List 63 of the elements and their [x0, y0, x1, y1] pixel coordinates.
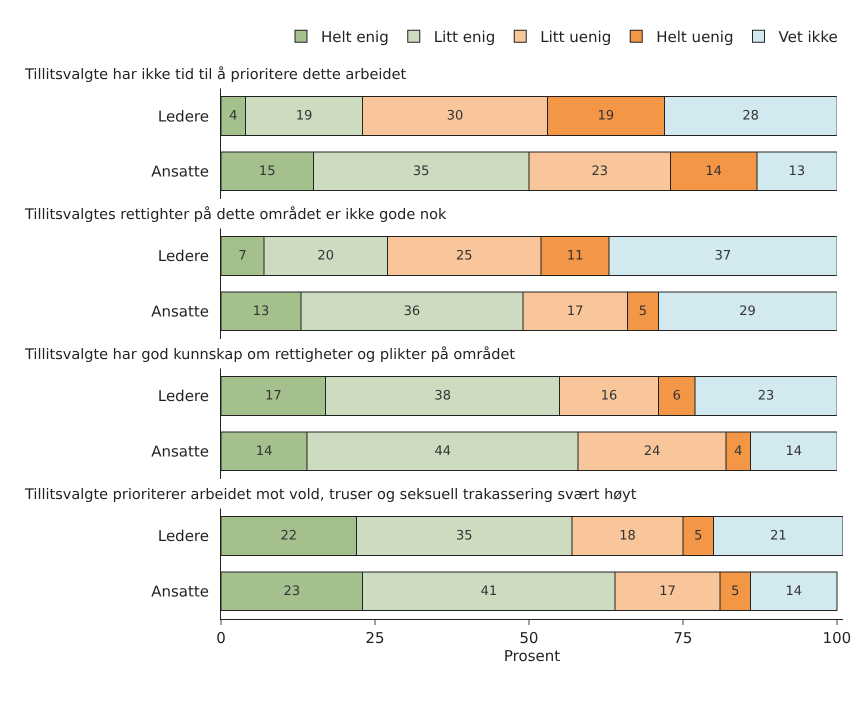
data-label: 18: [619, 528, 636, 544]
data-label: 14: [785, 584, 802, 599]
data-label: 38: [434, 388, 451, 404]
legend-label: Vet ikke: [778, 28, 838, 46]
data-label: 19: [598, 108, 614, 124]
data-label: 4: [734, 444, 742, 459]
data-label: 23: [284, 584, 300, 599]
data-label: 15: [258, 164, 276, 179]
data-label: 13: [788, 164, 806, 179]
data-label: 14: [256, 444, 272, 459]
data-label: 5: [731, 584, 740, 599]
data-label: 7: [238, 248, 247, 264]
data-label: 23: [591, 164, 608, 179]
data-label: 35: [412, 164, 430, 179]
data-label: 25: [456, 248, 473, 264]
data-label: 37: [714, 248, 732, 264]
data-label: 24: [644, 444, 660, 459]
data-label: 41: [480, 584, 498, 599]
x-tick-label: 0: [216, 628, 226, 647]
data-label: 5: [638, 304, 647, 319]
chart-title: Tillitsvalgte har god kunnskap om rettigheter og plikter på området: [24, 346, 516, 363]
data-label: 17: [659, 584, 676, 599]
y-tick-label: Ledere: [158, 527, 209, 546]
y-tick-label: Ledere: [158, 107, 209, 126]
data-label: 16: [600, 388, 618, 404]
y-tick-label: Ansatte: [151, 302, 209, 321]
y-tick-label: Ledere: [158, 247, 209, 266]
chart-title: Tillitsvalgte har ikke tid til å prioritere dette arbeidet: [24, 66, 407, 83]
data-label: 21: [770, 528, 787, 544]
chart-title: Tillitsvalgte prioriterer arbeidet mot vold, truser og seksuell trakassering svært høyt: [24, 487, 637, 503]
data-label: 17: [265, 388, 282, 404]
legend-label: Helt enig: [321, 28, 389, 46]
data-label: 14: [785, 444, 802, 459]
data-label: 19: [296, 108, 312, 124]
data-label: 4: [229, 108, 238, 124]
data-label: 11: [566, 248, 584, 264]
data-label: 28: [742, 108, 759, 124]
data-label: 13: [252, 304, 270, 319]
x-tick-label: 50: [519, 628, 538, 647]
x-tick-label: 100: [822, 628, 852, 647]
x-axis-title: Prosent: [504, 646, 560, 665]
y-tick-label: Ansatte: [151, 582, 209, 600]
y-tick-label: Ansatte: [151, 162, 209, 181]
data-label: 22: [280, 528, 298, 544]
data-label: 6: [672, 388, 681, 404]
data-label: 20: [317, 248, 334, 264]
data-label: 23: [758, 388, 774, 404]
data-label: 5: [694, 528, 702, 544]
y-tick-label: Ansatte: [151, 442, 209, 461]
x-tick-label: 25: [365, 628, 385, 647]
legend-label: Helt uenig: [656, 28, 734, 46]
data-label: 14: [705, 164, 722, 179]
data-label: 29: [739, 304, 756, 319]
y-tick-label: Ledere: [158, 387, 209, 406]
chart-title: Tillitsvalgtes rettighter på dette området er ikke gode nok: [24, 206, 447, 223]
legend-label: Litt enig: [434, 28, 496, 46]
data-label: 44: [434, 444, 451, 459]
data-label: 30: [446, 108, 464, 124]
data-label: 35: [456, 528, 473, 544]
x-tick-label: 75: [673, 628, 692, 647]
data-label: 36: [404, 304, 420, 319]
data-label: 17: [566, 304, 584, 319]
legend-label: Litt uenig: [540, 28, 612, 46]
